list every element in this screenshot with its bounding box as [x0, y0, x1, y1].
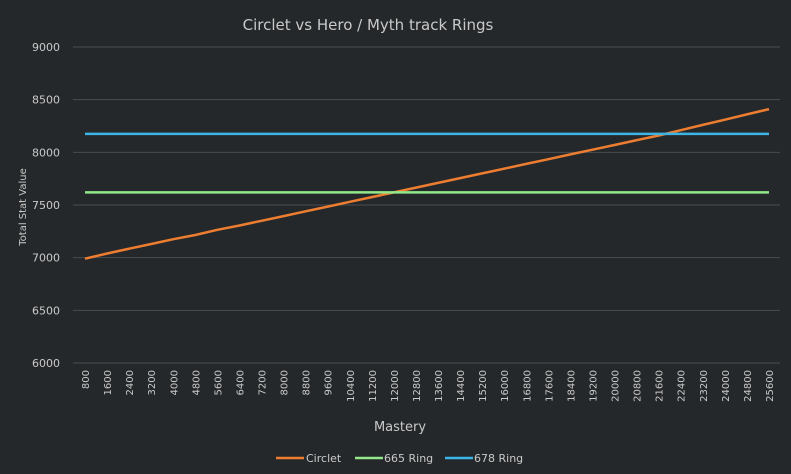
x-tick-label: 9600	[324, 370, 335, 395]
x-tick-label: 24800	[743, 370, 754, 402]
x-tick-label: 11200	[368, 370, 379, 402]
x-tick-labels: 800 1600 2400 3200 4000 4800 5600 6400 7200 8000 8…	[81, 370, 776, 402]
x-tick-label: 7200	[258, 370, 269, 395]
x-axis-label: Mastery	[374, 420, 426, 435]
y-tick-label: 9000	[32, 41, 60, 54]
x-tick-label: 15200	[478, 370, 489, 402]
x-tick-label: 22400	[677, 370, 688, 402]
x-tick-label: 16000	[500, 370, 511, 402]
x-tick-label: 6400	[235, 370, 246, 395]
x-tick-label: 23200	[699, 370, 710, 402]
y-tick-labels: 6000 6500 7000 7500 8000 8500 9000	[32, 41, 60, 370]
x-tick-label: 1600	[103, 370, 114, 395]
legend[interactable]: Circlet 665 Ring 678 Ring	[276, 452, 523, 465]
x-tick-label: 24000	[721, 370, 732, 402]
y-tick-label: 7500	[32, 199, 60, 212]
x-tick-label: 13600	[434, 370, 445, 402]
gridlines	[73, 46, 780, 364]
x-tick-label: 4800	[191, 370, 202, 395]
y-axis-label: Total Stat Value	[18, 168, 29, 247]
x-tick-label: 20800	[633, 370, 644, 402]
x-tick-label: 14400	[456, 370, 467, 402]
x-tick-label: 10400	[346, 370, 357, 402]
legend-label-665-ring[interactable]: 665 Ring	[384, 452, 433, 465]
y-tick-label: 6000	[32, 357, 60, 370]
x-tick-label: 8000	[280, 370, 291, 395]
x-tick-label: 800	[81, 370, 92, 389]
y-tick-label: 8000	[32, 146, 60, 159]
y-tick-label: 7000	[32, 252, 60, 265]
x-tick-label: 3200	[147, 370, 158, 395]
y-tick-label: 6500	[32, 304, 60, 317]
legend-label-678-ring[interactable]: 678 Ring	[474, 452, 523, 465]
x-tick-label: 4000	[169, 370, 180, 395]
series-line-circlet	[84, 107, 770, 260]
x-tick-label: 17600	[544, 370, 555, 402]
x-tick-label: 12000	[390, 370, 401, 402]
x-tick-label: 21600	[655, 370, 666, 402]
x-tick-label: 20000	[611, 370, 622, 402]
x-tick-label: 16800	[522, 370, 533, 402]
x-tick-label: 2400	[125, 370, 136, 395]
chart-title: Circlet vs Hero / Myth track Rings	[243, 16, 494, 34]
x-tick-label: 8800	[302, 370, 313, 395]
x-tick-label: 25600	[765, 370, 776, 402]
x-tick-label: 12800	[412, 370, 423, 402]
y-tick-label: 8500	[32, 94, 60, 107]
x-tick-label: 19200	[588, 370, 599, 402]
series-lines	[84, 107, 770, 260]
x-tick-label: 18400	[566, 370, 577, 402]
x-tick-label: 5600	[213, 370, 224, 395]
legend-label-circlet[interactable]: Circlet	[306, 452, 342, 465]
